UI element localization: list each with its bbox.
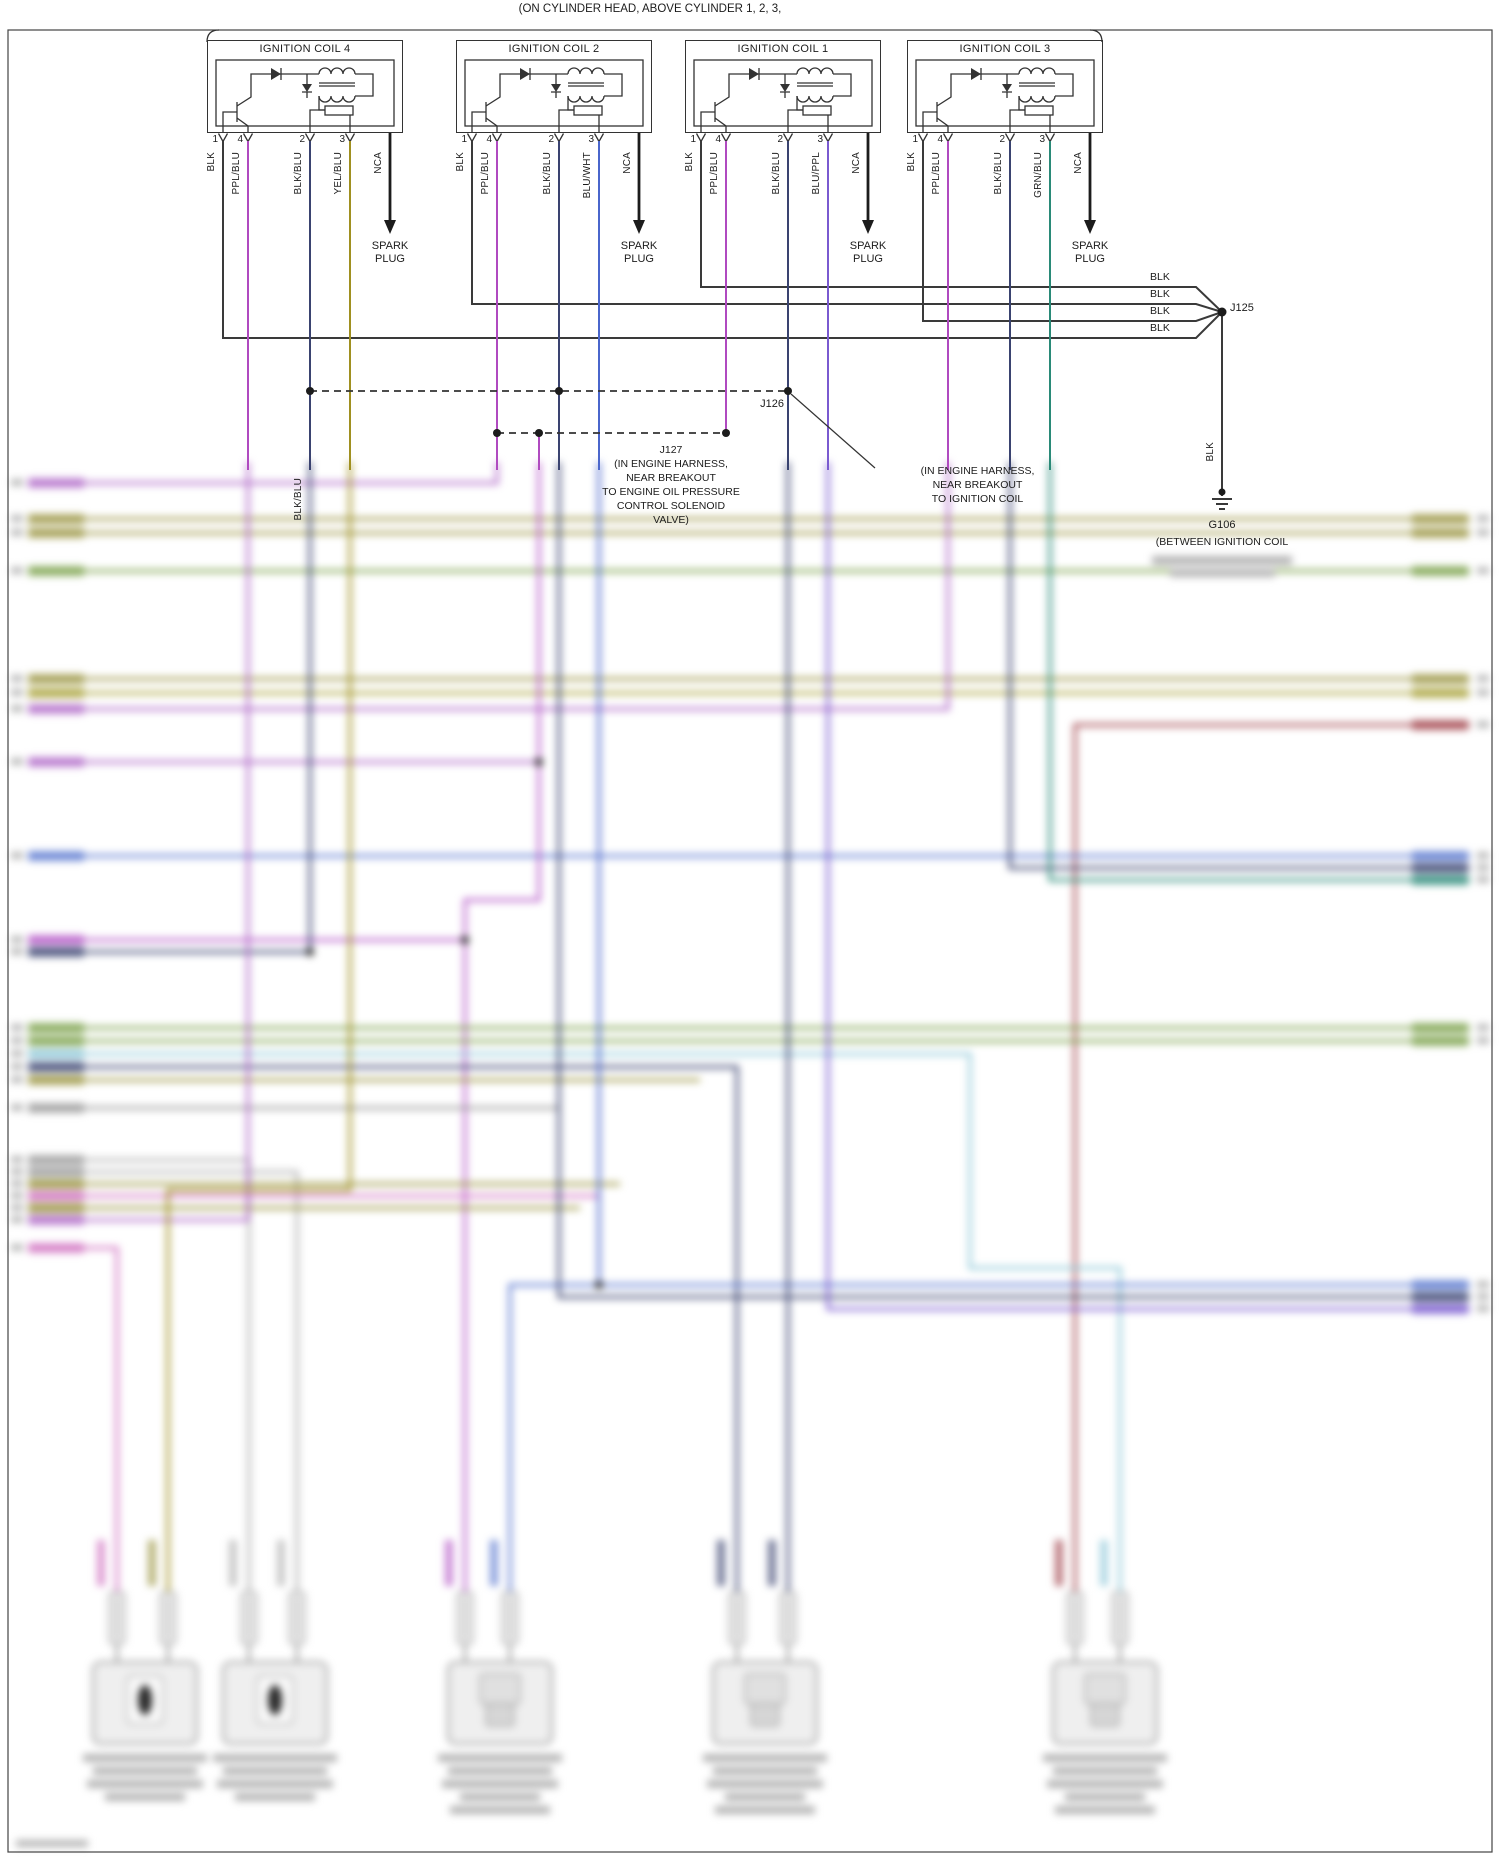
pin-number: 4 <box>715 134 721 145</box>
ignition-coil-4-box: IGNITION COIL 4 <box>207 40 403 133</box>
right-wire-labels-blurred <box>1412 514 1468 1314</box>
junction-j125-label: J125 <box>1230 302 1254 314</box>
bottom-component-group-4 <box>703 1540 827 1814</box>
wire-color-label: BLK <box>455 152 466 172</box>
pin-number: 1 <box>212 134 218 145</box>
ground-id-label: G106 <box>1208 519 1236 531</box>
branch-wire-color-label: BLK/BLU <box>293 478 304 521</box>
blk-bus-label: BLK <box>1150 288 1170 300</box>
location-note: (ON CYLINDER HEAD, ABOVE CYLINDER 1, 2, … <box>518 3 782 15</box>
nca-label: NCA <box>373 152 384 174</box>
bottom-component-group-1 <box>83 1540 207 1801</box>
pin-number: 2 <box>777 134 783 145</box>
pin-number: 2 <box>548 134 554 145</box>
wire-color-label: BLK <box>206 152 217 172</box>
ground-note-blurred-lines <box>1152 556 1292 577</box>
bottom-component-group-3 <box>438 1540 562 1814</box>
wire-color-label: PPL/BLU <box>931 152 942 195</box>
ignition-coil-3-box: IGNITION COIL 3 <box>907 40 1103 133</box>
pin-number: 1 <box>461 134 467 145</box>
pin-number: 3 <box>1039 134 1045 145</box>
ignition-coil-1-box: IGNITION COIL 1 <box>685 40 881 133</box>
ground-symbol <box>1212 488 1232 510</box>
ground-note: (BETWEEN IGNITION COIL <box>1155 536 1289 548</box>
page-border <box>7 29 1493 1853</box>
junction-j126-label: J126 <box>760 398 784 410</box>
footer-text-blurred <box>16 1840 88 1847</box>
bottom-component-group-2 <box>213 1540 337 1801</box>
left-wire-labels-blurred <box>28 478 84 1253</box>
j127-note-line: (IN ENGINE HARNESS, <box>614 458 728 470</box>
pin-number: 4 <box>937 134 943 145</box>
j127-note-line: CONTROL SOLENOID <box>616 500 726 512</box>
pin-number: 4 <box>486 134 492 145</box>
ignition-coil-1-title: IGNITION COIL 1 <box>737 43 829 55</box>
splice-dots <box>306 307 1227 437</box>
spark-plug-label: SPARK PLUG <box>620 240 658 265</box>
ignition-coil-2-title: IGNITION COIL 2 <box>508 43 600 55</box>
j126-note-leader-line <box>790 393 876 469</box>
ground-wire-color-label: BLK <box>1205 442 1216 462</box>
junction-j127-label: J127 <box>659 444 683 456</box>
ignition-coil-4-title: IGNITION COIL 4 <box>259 43 351 55</box>
pin-number: 4 <box>237 134 243 145</box>
pin-number: 3 <box>817 134 823 145</box>
wire-color-label: BLK/BLU <box>293 152 304 195</box>
j127-note-line: TO ENGINE OIL PRESSURE <box>602 486 740 498</box>
spark-plug-arrows <box>388 133 1092 222</box>
nca-label: NCA <box>622 152 633 174</box>
wire-color-label: BLK/BLU <box>993 152 1004 195</box>
wire-color-label: BLK <box>684 152 695 172</box>
pin-number: 2 <box>999 134 1005 145</box>
bottom-component-group-5 <box>1043 1540 1167 1814</box>
spark-plug-arrowheads <box>384 220 1096 234</box>
wire-color-label: BLK/BLU <box>771 152 782 195</box>
pin-number: 1 <box>690 134 696 145</box>
pin-number: 2 <box>299 134 305 145</box>
edge-row-ticks <box>11 479 1489 1312</box>
wire-color-label: YEL/BLU <box>333 152 344 195</box>
pin-number: 1 <box>912 134 918 145</box>
j126-note: (IN ENGINE HARNESS, NEAR BREAKOUT TO IGN… <box>880 464 1075 506</box>
spark-plug-label: SPARK PLUG <box>371 240 409 265</box>
j127-note: J127 (IN ENGINE HARNESS, NEAR BREAKOUT T… <box>596 443 746 527</box>
wire-color-label: GRN/BLU <box>1033 152 1044 198</box>
wire-color-label: PPL/BLU <box>709 152 720 195</box>
coil-pin-wires <box>247 141 1051 470</box>
ignition-coil-2-box: IGNITION COIL 2 <box>456 40 652 133</box>
blk-bus-label: BLK <box>1150 322 1170 334</box>
wire-color-label: BLK/BLU <box>542 152 553 195</box>
splice-dashed-links <box>310 390 788 434</box>
blk-bus-label: BLK <box>1150 305 1170 317</box>
pin-number: 3 <box>588 134 594 145</box>
pin-number: 3 <box>339 134 345 145</box>
j127-note-line: NEAR BREAKOUT <box>626 472 716 484</box>
wire-color-label: BLU/PPL <box>811 152 822 195</box>
j126-note-line: (IN ENGINE HARNESS, <box>920 465 1035 477</box>
spark-plug-label: SPARK PLUG <box>849 240 887 265</box>
j126-note-line: NEAR BREAKOUT <box>932 479 1023 491</box>
wire-color-label: BLK <box>906 152 917 172</box>
spark-plug-label: SPARK PLUG <box>1071 240 1109 265</box>
blurred-wires <box>30 462 1470 1592</box>
blurred-splice-dots <box>306 758 603 1289</box>
j127-note-line: VALVE) <box>653 514 689 526</box>
nca-label: NCA <box>1073 152 1084 174</box>
wire-color-label: PPL/BLU <box>480 152 491 195</box>
wire-color-label: PPL/BLU <box>231 152 242 195</box>
j126-note-line: TO IGNITION COIL <box>931 493 1024 505</box>
nca-label: NCA <box>851 152 862 174</box>
wire-color-label: BLU/WHT <box>582 152 593 199</box>
ignition-coil-3-title: IGNITION COIL 3 <box>959 43 1051 55</box>
blk-bus-label: BLK <box>1150 271 1170 283</box>
